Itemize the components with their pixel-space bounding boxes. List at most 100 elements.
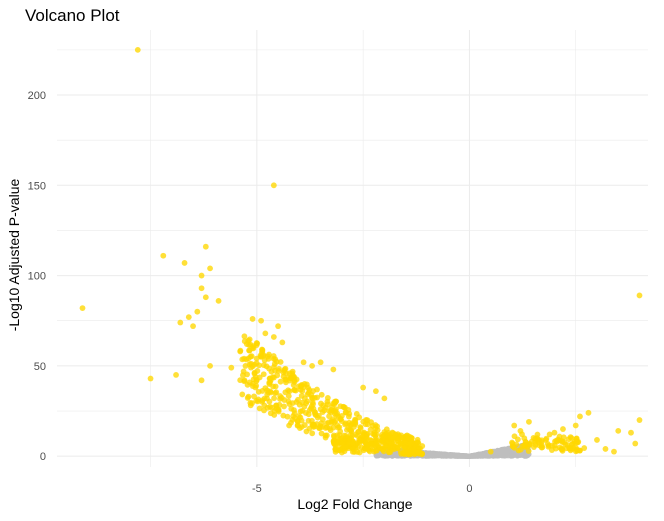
x-tick-labels: -5 0 (252, 483, 473, 495)
point-not-significant (434, 451, 440, 458)
point-significant (615, 427, 622, 434)
point-significant (301, 395, 308, 402)
point-significant (160, 252, 167, 259)
point-significant (270, 182, 277, 189)
point-significant (314, 394, 321, 401)
point-significant (261, 357, 268, 364)
point-significant (319, 416, 326, 423)
point-significant (334, 422, 341, 429)
point-significant (403, 437, 410, 443)
point-significant (369, 446, 376, 452)
point-significant (316, 425, 323, 432)
point-significant (410, 447, 417, 454)
point-not-significant (453, 452, 459, 459)
point-significant (328, 409, 334, 416)
point-significant (241, 377, 248, 384)
point-significant (190, 323, 196, 330)
point-not-significant (519, 452, 526, 458)
point-significant (275, 367, 282, 374)
point-significant (323, 432, 330, 439)
point-significant (568, 435, 575, 442)
point-significant (526, 418, 532, 425)
point-significant (392, 431, 399, 438)
point-significant (314, 386, 320, 393)
point-significant (534, 431, 541, 438)
point-significant (290, 374, 297, 381)
point-significant (632, 440, 639, 447)
point-significant (245, 355, 252, 362)
point-significant (317, 359, 324, 366)
point-significant (357, 425, 364, 432)
point-not-significant (458, 453, 464, 459)
point-significant (265, 353, 271, 360)
point-significant (611, 448, 617, 455)
point-significant (255, 388, 262, 395)
point-significant (256, 374, 263, 381)
point-significant (511, 433, 518, 440)
point-significant (262, 330, 269, 337)
y-tick-label: 150 (28, 180, 46, 192)
point-significant (285, 393, 292, 399)
point-significant (511, 444, 518, 451)
point-significant (364, 430, 371, 437)
point-significant (552, 445, 559, 452)
point-significant (266, 379, 273, 386)
point-significant (360, 384, 367, 391)
x-tick-label: -5 (252, 483, 262, 495)
point-significant (343, 433, 349, 439)
point-significant (250, 376, 257, 383)
point-significant (312, 411, 318, 417)
point-significant (271, 412, 278, 418)
point-significant (556, 433, 563, 440)
point-significant (277, 378, 284, 385)
point-significant (383, 443, 390, 450)
y-tick-label: 100 (28, 271, 46, 283)
point-significant (286, 422, 292, 429)
point-significant (202, 294, 209, 301)
point-significant (636, 417, 643, 423)
point-significant (194, 308, 201, 315)
point-significant (309, 362, 316, 369)
point-significant (258, 353, 264, 360)
point-significant (264, 391, 271, 398)
point-significant (551, 429, 558, 436)
point-significant (340, 403, 347, 410)
point-significant (303, 381, 310, 388)
point-significant (362, 436, 369, 443)
point-significant (543, 437, 549, 443)
point-significant (300, 359, 307, 366)
point-significant (249, 344, 256, 351)
point-significant (207, 362, 213, 369)
point-significant (517, 446, 524, 453)
point-significant (372, 388, 379, 395)
point-significant (299, 407, 306, 414)
point-significant (558, 438, 565, 444)
point-significant (318, 400, 324, 407)
point-not-significant (503, 448, 509, 454)
point-significant (381, 395, 388, 402)
point-significant (309, 430, 316, 437)
point-significant (294, 422, 301, 429)
point-significant (251, 370, 258, 377)
point-significant (240, 372, 246, 379)
point-significant (291, 387, 298, 393)
point-significant (577, 413, 583, 420)
point-significant (270, 334, 277, 340)
point-significant (249, 316, 256, 322)
point-significant (337, 447, 343, 454)
point-significant (397, 449, 404, 455)
point-significant (305, 411, 312, 418)
point-significant (301, 422, 308, 428)
point-not-significant (468, 453, 474, 459)
point-significant (517, 427, 524, 434)
point-significant (594, 437, 600, 443)
point-significant (259, 397, 266, 404)
point-significant (378, 439, 385, 446)
point-significant (247, 400, 254, 406)
point-significant (347, 432, 354, 439)
point-significant (288, 405, 295, 412)
point-significant (373, 431, 380, 438)
point-significant (305, 389, 312, 396)
point-significant (585, 409, 592, 416)
